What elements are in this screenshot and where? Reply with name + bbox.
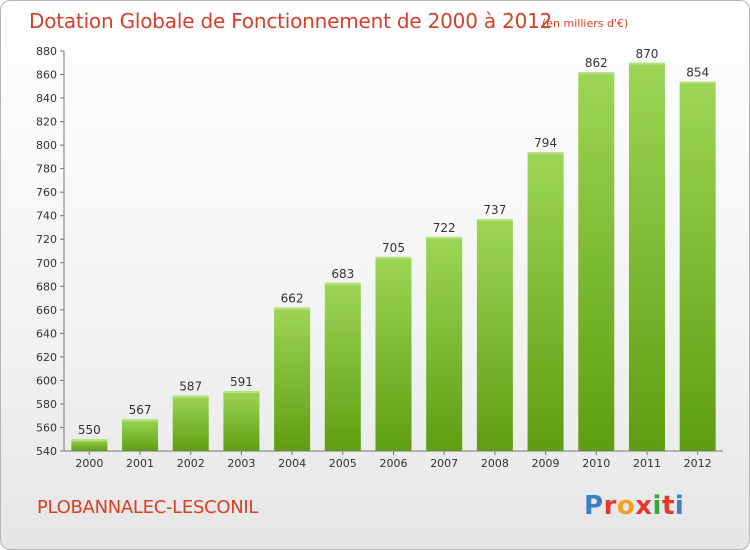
x-tick-label: 2009 (532, 457, 560, 470)
bar-top-highlight (426, 236, 463, 239)
bar-value-label: 591 (230, 375, 253, 389)
x-tick-label: 2007 (430, 457, 458, 470)
x-tick-label: 2001 (126, 457, 154, 470)
bar-value-label: 683 (331, 267, 354, 281)
bar (71, 439, 108, 451)
logo-letter: i (674, 491, 685, 521)
proxiti-logo[interactable]: Proxiti (584, 491, 684, 521)
y-tick-label: 780 (36, 163, 57, 176)
logo-letter: r (603, 491, 617, 521)
y-tick-label: 880 (36, 45, 57, 58)
logo-letter: x (635, 491, 653, 521)
logo-letter: i (652, 491, 662, 521)
bar-top-highlight (324, 282, 361, 285)
bar (172, 395, 209, 451)
y-tick-label: 620 (36, 351, 57, 364)
x-tick-label: 2005 (329, 457, 357, 470)
x-tick-label: 2000 (75, 457, 103, 470)
y-tick-label: 720 (36, 233, 57, 246)
bar-value-label: 705 (382, 241, 405, 255)
bar (274, 307, 311, 451)
bar-top-highlight (223, 391, 260, 393)
x-tick-label: 2008 (481, 457, 509, 470)
logo-letter: P (584, 491, 604, 521)
bar (527, 152, 564, 452)
bar-value-label: 567 (129, 403, 152, 417)
bar (223, 391, 260, 451)
y-tick-label: 560 (36, 421, 57, 434)
bar-value-label: 722 (433, 221, 456, 235)
x-tick-label: 2011 (633, 457, 661, 470)
y-tick-label: 540 (36, 445, 57, 458)
bar-value-label: 870 (636, 47, 659, 61)
bar (679, 81, 716, 452)
x-tick-label: 2006 (380, 457, 408, 470)
bar-top-highlight (628, 62, 665, 65)
bar-value-label: 794 (534, 136, 557, 150)
bar-top-highlight (527, 152, 564, 155)
y-tick-label: 740 (36, 210, 57, 223)
chart-title: Dotation Globale de Fonctionnement de 20… (29, 9, 553, 33)
chart-subtitle: (en milliers d'€) (542, 17, 629, 30)
bar-value-label: 587 (179, 380, 202, 394)
bar-value-label: 862 (585, 56, 608, 70)
bar-top-highlight (578, 72, 615, 75)
bar-top-highlight (476, 219, 513, 222)
bar-top-highlight (274, 307, 311, 310)
y-tick-label: 580 (36, 398, 57, 411)
bar-value-label: 662 (281, 291, 304, 305)
bar-value-label: 550 (78, 423, 101, 437)
bar (426, 236, 463, 451)
y-tick-label: 680 (36, 280, 57, 293)
bar (324, 282, 361, 451)
y-tick-label: 820 (36, 116, 57, 129)
y-tick-label: 640 (36, 327, 57, 340)
y-tick-label: 700 (36, 257, 57, 270)
bar (628, 62, 665, 451)
bar-top-highlight (122, 419, 159, 422)
x-tick-label: 2003 (227, 457, 255, 470)
bar-value-label: 854 (686, 66, 709, 80)
bar-value-label: 737 (483, 203, 506, 217)
x-tick-label: 2002 (177, 457, 205, 470)
bar-top-highlight (71, 439, 108, 442)
y-tick-label: 660 (36, 304, 57, 317)
y-tick-label: 840 (36, 92, 57, 105)
y-tick-label: 760 (36, 186, 57, 199)
x-tick-label: 2010 (582, 457, 610, 470)
bar (476, 219, 513, 451)
commune-name: PLOBANNALEC-LESCONIL (37, 497, 259, 518)
x-tick-label: 2004 (278, 457, 306, 470)
y-tick-label: 800 (36, 139, 57, 152)
bar-top-highlight (172, 395, 209, 398)
bar-top-highlight (679, 81, 716, 84)
bar (122, 419, 159, 451)
bar (375, 256, 412, 451)
y-tick-label: 600 (36, 374, 57, 387)
bar-top-highlight (375, 256, 412, 259)
x-tick-label: 2012 (684, 457, 712, 470)
logo-letter: t (661, 491, 675, 521)
y-tick-label: 860 (36, 69, 57, 82)
logo-letter: o (616, 491, 636, 521)
bar (578, 72, 615, 452)
